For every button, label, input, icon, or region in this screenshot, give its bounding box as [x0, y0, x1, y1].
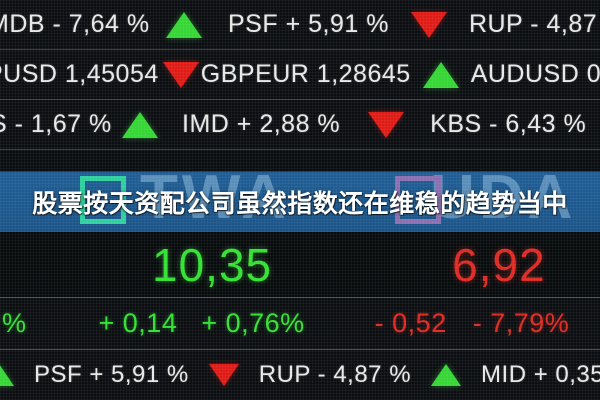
ticker-quote: KBS - 6,43 %	[430, 110, 587, 138]
ticker-row-3: S - 1,67 % IMD + 2,88 % KBS - 6,43 % PN	[0, 100, 600, 150]
ticker-quote: GBPEUR 1,28645	[200, 60, 411, 88]
arrow-down-icon	[208, 364, 239, 386]
primary-quotes-row: 10,35 6,92	[0, 232, 600, 298]
secondary-change-percent: - 7,79%	[472, 308, 570, 338]
ticker-quote: IMD + 2,88 %	[182, 110, 341, 138]
primary-change-absolute: + 0,14	[98, 308, 178, 338]
arrow-down-icon	[410, 11, 447, 38]
ticker-quote: PSF + 5,91 %	[34, 361, 189, 388]
arrow-up-icon	[422, 61, 459, 88]
arrow-up-icon	[0, 364, 14, 386]
bottom-ticker-row: PSF + 5,91 % RUP - 4,87 % MID + 0,35 %	[0, 350, 600, 400]
headline-text: 股票按天资配公司虽然指数还在维稳的趋势当中	[32, 190, 568, 218]
ticker-row-2: PUSD 1,45054 GBPEUR 1,28645 AUDUSD 0,771…	[0, 50, 600, 100]
ticker-quote: PSF + 5,91 %	[228, 10, 389, 38]
primary-quote-value: 10,35	[152, 238, 273, 291]
ticker-quote: MID + 0,35 %	[481, 361, 600, 388]
change-edge-symbol: %	[2, 308, 27, 338]
separator-strip	[0, 150, 600, 172]
ticker-row-1: MDB - 7,64 % PSF + 5,91 % RUP - 4,87 %	[0, 0, 600, 50]
logo-box-teal-icon	[80, 176, 126, 224]
headline-banner: TWA UDA 股票按天资配公司虽然指数还在维稳的趋势当中	[0, 172, 600, 232]
ticker-quote: RUP - 4,87 %	[468, 10, 600, 38]
ticker-quote: MDB - 7,64 %	[0, 10, 150, 38]
arrow-down-icon	[368, 111, 405, 138]
arrow-up-icon	[431, 364, 462, 386]
ticker-quote: AUDUSD 0,77193	[470, 60, 600, 88]
primary-change-percent: + 0,76%	[201, 308, 305, 338]
secondary-change-absolute: - 0,52	[374, 308, 447, 338]
change-values-row: % + 0,14 + 0,76% - 0,52 - 7,79%	[0, 298, 600, 350]
watermark-text-right: UDA	[430, 172, 577, 232]
ticker-quote: S - 1,67 %	[0, 110, 112, 138]
arrow-up-icon	[166, 11, 202, 38]
watermark-text-left: TWA	[140, 172, 290, 232]
ticker-quote: PUSD 1,45054	[0, 60, 159, 88]
logo-box-purple-icon	[395, 176, 441, 224]
arrow-down-icon	[162, 61, 199, 88]
arrow-up-icon	[122, 111, 158, 138]
secondary-quote-value: 6,92	[452, 238, 546, 291]
ticker-quote: RUP - 4,87 %	[258, 361, 412, 388]
